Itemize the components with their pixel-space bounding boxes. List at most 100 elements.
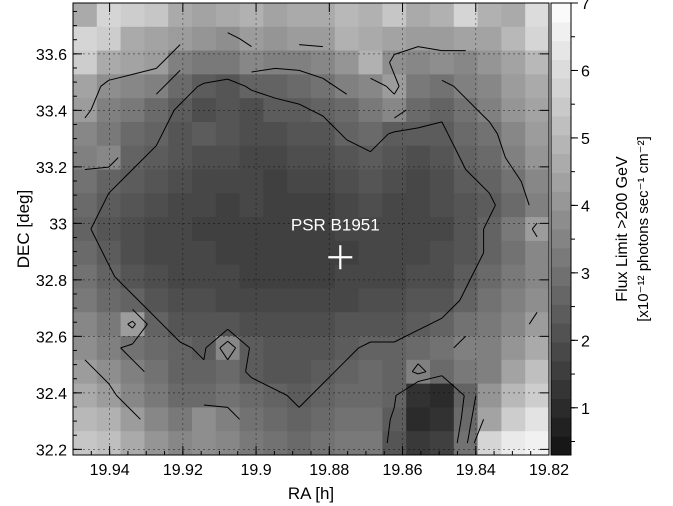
- heatmap-cell: [525, 122, 549, 146]
- heatmap-cell: [525, 288, 549, 312]
- colorbar-band: [551, 116, 571, 135]
- heatmap-cell: [121, 146, 145, 170]
- heatmap-cell: [192, 241, 216, 265]
- heatmap-cell: [525, 360, 549, 384]
- heatmap-cell: [240, 217, 264, 241]
- heatmap-cell: [359, 193, 383, 217]
- heatmap-cell: [406, 3, 430, 27]
- heatmap-cell: [240, 27, 264, 51]
- y-tick-label: 32.4: [36, 386, 67, 403]
- colorbar-tick-label: 7: [581, 0, 590, 13]
- heatmap-cell: [73, 336, 97, 360]
- heatmap-cell: [359, 265, 383, 289]
- heatmap-cell: [382, 3, 406, 27]
- heatmap-cell: [335, 312, 359, 336]
- heatmap-cell: [168, 122, 192, 146]
- heatmap-cell: [454, 170, 478, 194]
- heatmap-cell: [287, 360, 311, 384]
- heatmap-cell: [121, 51, 145, 75]
- heatmap-cell: [263, 217, 287, 241]
- heatmap-cell: [359, 336, 383, 360]
- colorbar-band: [551, 361, 571, 380]
- heatmap-cell: [335, 431, 359, 455]
- heatmap-cell: [335, 265, 359, 289]
- heatmap-cell: [192, 146, 216, 170]
- heatmap-cell: [192, 431, 216, 455]
- heatmap-cell: [430, 122, 454, 146]
- heatmap-cell: [263, 336, 287, 360]
- heatmap-cell: [287, 3, 311, 27]
- heatmap-cell: [240, 407, 264, 431]
- heatmap-cell: [501, 241, 525, 265]
- heatmap-cell: [144, 217, 168, 241]
- heatmap-cell: [168, 217, 192, 241]
- heatmap-cell: [454, 265, 478, 289]
- y-tick-label: 32.6: [36, 329, 67, 346]
- heatmap-cell: [144, 193, 168, 217]
- heatmap-cell: [263, 360, 287, 384]
- colorbar-band: [551, 41, 571, 60]
- heatmap-cell: [192, 265, 216, 289]
- heatmap-cell: [121, 3, 145, 27]
- heatmap-cell: [406, 360, 430, 384]
- heatmap-cell: [359, 431, 383, 455]
- colorbar-unit: [x10⁻¹² photons sec⁻¹ cm⁻²]: [635, 136, 652, 321]
- heatmap-cell: [335, 3, 359, 27]
- heatmap-cell: [311, 193, 335, 217]
- heatmap-cell: [263, 288, 287, 312]
- colorbar-band: [551, 286, 571, 305]
- heatmap-cell: [144, 431, 168, 455]
- heatmap-cell: [287, 170, 311, 194]
- heatmap-cell: [382, 288, 406, 312]
- heatmap-cell: [430, 384, 454, 408]
- heatmap-cell: [501, 193, 525, 217]
- heatmap-cell: [311, 312, 335, 336]
- x-tick-label: 19.88: [309, 462, 349, 479]
- heatmap-cell: [311, 27, 335, 51]
- heatmap-cell: [430, 265, 454, 289]
- heatmap-cell: [144, 384, 168, 408]
- heatmap-cell: [287, 336, 311, 360]
- heatmap-cell: [406, 193, 430, 217]
- heatmap-cell: [501, 170, 525, 194]
- heatmap-cell: [478, 3, 502, 27]
- heatmap-cell: [287, 74, 311, 98]
- heatmap-cell: [263, 122, 287, 146]
- heatmap-cell: [287, 407, 311, 431]
- heatmap-cell: [406, 288, 430, 312]
- x-tick-label: 19.9: [241, 462, 272, 479]
- heatmap-cell: [525, 74, 549, 98]
- heatmap-cell: [263, 27, 287, 51]
- heatmap-cell: [216, 122, 240, 146]
- heatmap-cell: [192, 122, 216, 146]
- heatmap-cell: [311, 265, 335, 289]
- heatmap-cell: [168, 407, 192, 431]
- heatmap-cell: [311, 407, 335, 431]
- heatmap-cell: [97, 312, 121, 336]
- heatmap-cell: [478, 288, 502, 312]
- heatmap-cell: [121, 336, 145, 360]
- heatmap-cell: [216, 217, 240, 241]
- heatmap-cell: [240, 146, 264, 170]
- heatmap-cell: [168, 3, 192, 27]
- heatmap-cell: [287, 122, 311, 146]
- heatmap-cell: [454, 241, 478, 265]
- heatmap-cell: [121, 170, 145, 194]
- heatmap-cell: [525, 3, 549, 27]
- heatmap-cell: [287, 265, 311, 289]
- heatmap-cell: [192, 51, 216, 75]
- heatmap-cell: [73, 74, 97, 98]
- heatmap-cell: [501, 360, 525, 384]
- x-tick-label: 19.86: [383, 462, 423, 479]
- colorbar: 1234567: [551, 0, 590, 456]
- heatmap-cell: [216, 51, 240, 75]
- heatmap-cell: [430, 51, 454, 75]
- heatmap-cell: [478, 146, 502, 170]
- heatmap-cell: [168, 146, 192, 170]
- heatmap-cell: [287, 146, 311, 170]
- heatmap-cell: [454, 51, 478, 75]
- heatmap-cell: [97, 336, 121, 360]
- heatmap-cell: [525, 170, 549, 194]
- heatmap-cell: [121, 217, 145, 241]
- heatmap-cell: [335, 122, 359, 146]
